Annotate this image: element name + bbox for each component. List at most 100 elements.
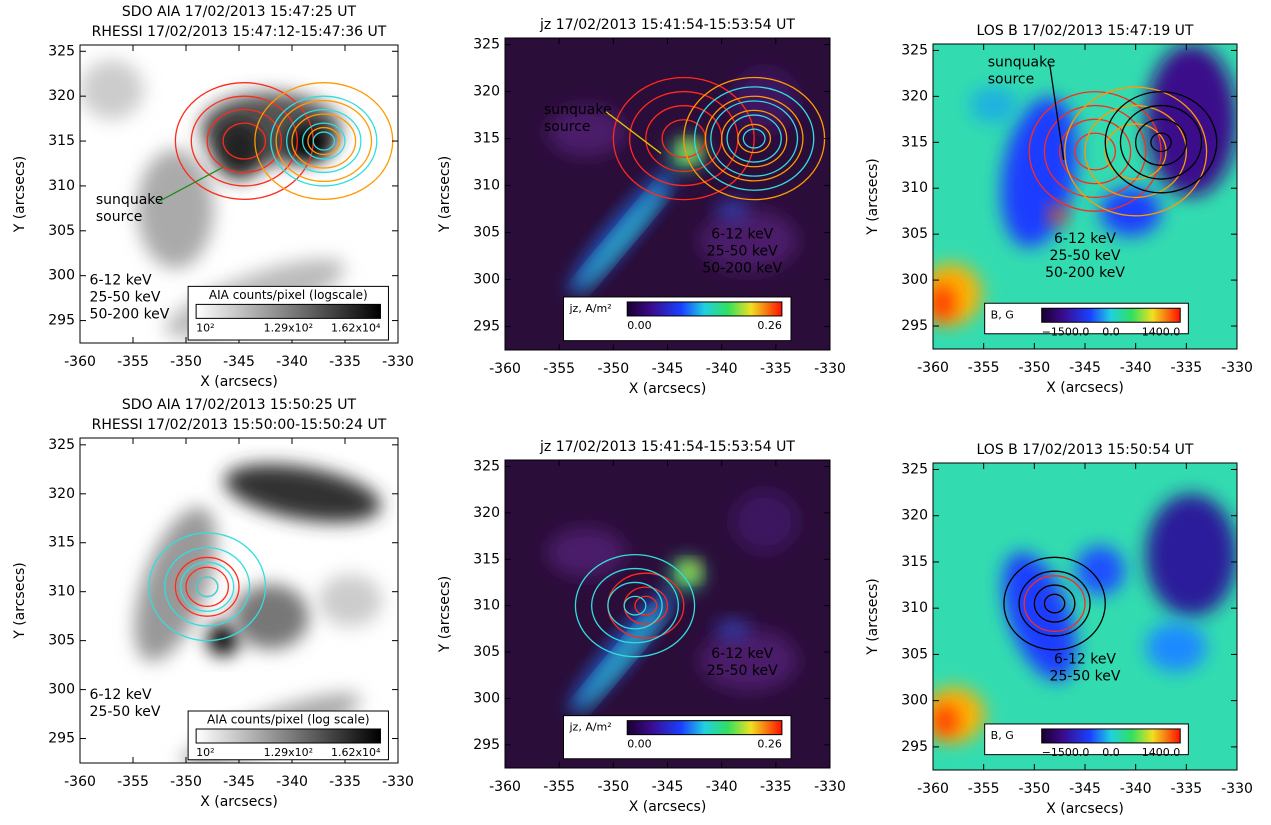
x-tick-label: -350 — [597, 361, 629, 377]
y-tick-label: 300 — [473, 272, 500, 288]
heatmap-blob — [1048, 205, 1067, 224]
contour — [1074, 132, 1117, 171]
panel-title: SDO AIA 17/02/2013 15:50:25 UT — [122, 397, 357, 413]
x-tick-label: -360 — [489, 361, 521, 377]
colorbar-tick-label: 1.29x10² — [264, 746, 313, 759]
colorbar-tick-label: 0.0 — [1102, 325, 1120, 338]
panel-title: jz 17/02/2013 15:41:54-15:53:54 UT — [539, 439, 795, 455]
heatmap-blob — [578, 605, 666, 710]
y-tick-label: 315 — [473, 551, 500, 567]
colorbar-bar — [195, 728, 381, 744]
contour — [312, 131, 336, 151]
y-tick-label: 300 — [473, 690, 500, 706]
contour — [1150, 132, 1172, 153]
heatmap-blob — [213, 119, 265, 180]
panel-title: SDO AIA 17/02/2013 15:47:25 UT — [122, 4, 357, 20]
contour — [634, 595, 658, 616]
colorbar-label: AIA counts/pixel (log scale) — [207, 713, 370, 727]
y-tick-label: 320 — [48, 486, 75, 502]
annotation: sunquake — [544, 102, 612, 118]
panel-title: jz 17/02/2013 15:41:54-15:53:54 UT — [539, 17, 795, 33]
colorbar-tick-label: 10² — [196, 746, 214, 759]
y-tick-label: 310 — [48, 584, 75, 600]
contour — [291, 113, 357, 169]
heatmap-blob — [207, 623, 240, 656]
x-axis-label: X (arcsecs) — [629, 799, 707, 815]
contour — [1064, 86, 1208, 217]
heatmap-blob — [933, 705, 958, 737]
legend-entry: 6-12 keV — [711, 646, 773, 662]
y-tick-label: 295 — [473, 319, 500, 335]
y-tick-label: 305 — [473, 225, 500, 241]
colorbar-tick-label: 0.26 — [757, 319, 782, 332]
contour — [742, 128, 766, 149]
y-tick-label: 295 — [901, 318, 928, 334]
heatmap-blob — [700, 209, 798, 272]
heatmap-blob — [80, 59, 144, 120]
x-tick-label: -355 — [968, 360, 1000, 376]
contour — [704, 95, 804, 182]
legend-entry: 6-12 keV — [1054, 231, 1116, 247]
heatmap-blob — [137, 149, 214, 269]
x-tick-label: -345 — [652, 779, 684, 795]
y-tick-label: 325 — [473, 37, 500, 53]
x-tick-label: -355 — [543, 361, 575, 377]
x-tick-label: -330 — [1221, 360, 1253, 376]
x-tick-label: -355 — [968, 781, 1000, 797]
legend-entry: 6-12 keV — [90, 272, 152, 288]
heatmap-blob — [318, 574, 383, 627]
y-axis-label: Y (arcsecs) — [437, 156, 453, 234]
y-axis-label: Y (arcsecs) — [437, 576, 453, 654]
x-tick-label: -335 — [1170, 781, 1202, 797]
y-tick-label: 325 — [48, 43, 75, 59]
annotation-arrow — [605, 111, 662, 154]
heatmap-blob — [577, 184, 667, 291]
x-tick-label: -330 — [814, 779, 846, 795]
contour — [174, 556, 240, 617]
contour — [195, 576, 219, 598]
y-tick-label: 300 — [901, 272, 928, 288]
contour — [286, 108, 362, 174]
colorbar-tick-label: 0.00 — [627, 319, 652, 332]
panel-title: RHESSI 17/02/2013 15:47:12-15:47:36 UT — [92, 24, 387, 40]
colorbar-label: jz, A/m² — [569, 721, 612, 734]
heatmap — [933, 44, 1237, 349]
legend-entry: 25-50 keV — [707, 244, 778, 260]
colorbar-tick-label: 1400.0 — [1142, 325, 1181, 338]
legend-entry: 50-200 keV — [702, 261, 782, 277]
x-tick-label: -350 — [170, 354, 202, 370]
colorbar-label: B, G — [991, 729, 1014, 742]
x-tick-label: -330 — [814, 361, 846, 377]
y-axis-label: Y (arcsecs) — [12, 156, 28, 234]
panel-title: LOS B 17/02/2013 15:50:54 UT — [977, 442, 1194, 458]
x-tick-label: -340 — [706, 779, 738, 795]
contour — [1104, 91, 1218, 194]
colorbar-tick-label: −1500.0 — [1042, 325, 1090, 338]
colorbar-bar — [626, 720, 783, 736]
heatmap-blob — [224, 464, 382, 523]
heatmap-blob — [1145, 493, 1237, 617]
colorbar-tick-label: 0.00 — [627, 738, 652, 751]
legend-entry: 50-200 keV — [1045, 265, 1125, 281]
heatmap-blob — [1100, 187, 1161, 237]
y-tick-label: 300 — [901, 693, 928, 709]
annotation: source — [988, 71, 1035, 87]
x-tick-label: -345 — [652, 361, 684, 377]
heatmap — [80, 45, 398, 343]
annotation: sunquake — [96, 192, 164, 208]
legend-entry: 6-12 keV — [1054, 651, 1116, 667]
panel-title: RHESSI 17/02/2013 15:50:00-15:50:24 UT — [92, 417, 387, 433]
heatmap-blob — [933, 284, 955, 322]
contour — [1003, 556, 1106, 651]
y-tick-label: 320 — [901, 88, 928, 104]
colorbar-tick-label: 1.62x10⁴ — [331, 321, 381, 334]
legend-entry: 25-50 keV — [707, 663, 778, 679]
y-tick-label: 315 — [473, 131, 500, 147]
contour — [1135, 118, 1187, 166]
heatmap-blob — [1145, 622, 1207, 672]
colorbar-bar — [195, 303, 381, 319]
colorbar-bar — [1041, 307, 1181, 323]
colorbar-tick-label: 1400.0 — [1142, 746, 1181, 759]
y-tick-label: 315 — [48, 535, 75, 551]
